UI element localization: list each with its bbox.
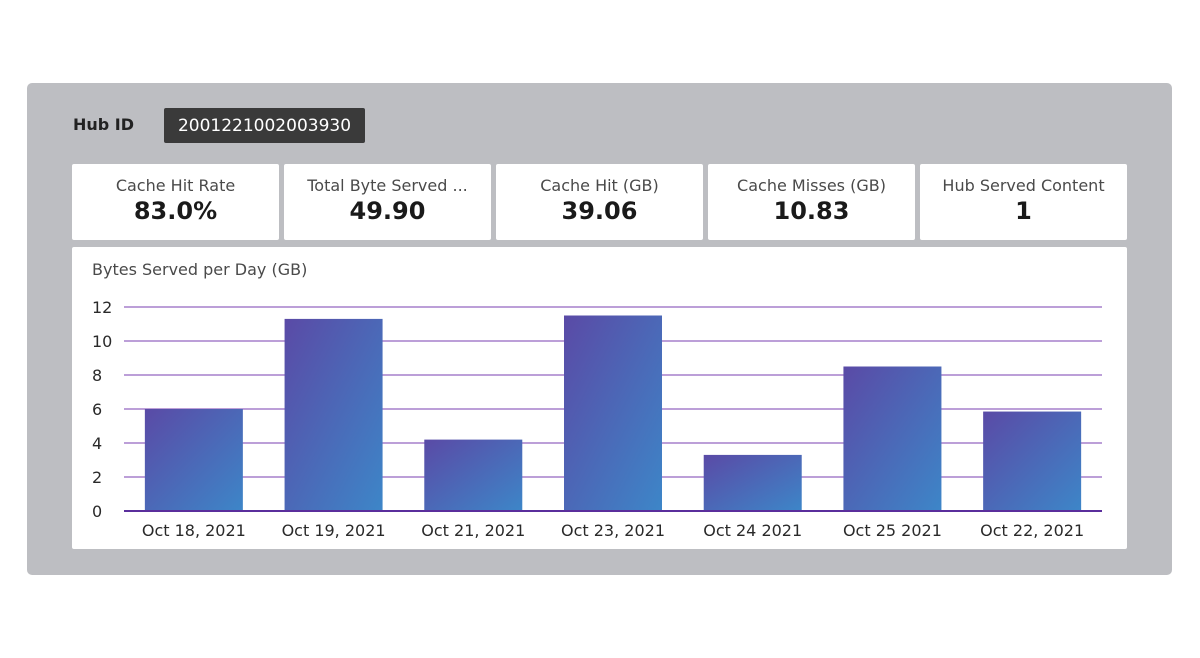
bar[interactable]	[284, 318, 383, 511]
kpi-label: Hub Served Content	[942, 176, 1105, 195]
bar[interactable]	[564, 315, 662, 512]
y-tick-label: 12	[92, 298, 112, 317]
hub-id-label: Hub ID	[73, 115, 135, 134]
kpi-cache-hit-rate: Cache Hit Rate 83.0%	[72, 164, 279, 240]
kpi-cache-misses: Cache Misses (GB) 10.83	[708, 164, 915, 240]
x-tick-label: Oct 24 2021	[703, 521, 802, 540]
y-tick-label: 2	[92, 468, 102, 487]
kpi-value: 49.90	[349, 197, 426, 225]
x-tick-label: Oct 19, 2021	[282, 521, 386, 540]
kpi-label: Cache Hit (GB)	[540, 176, 659, 195]
y-tick-label: 4	[92, 434, 102, 453]
x-tick-label: Oct 23, 2021	[561, 521, 665, 540]
x-tick-label: Oct 18, 2021	[142, 521, 246, 540]
y-tick-label: 10	[92, 332, 112, 351]
kpi-value: 1	[1015, 197, 1032, 225]
hub-panel: Hub ID 2001221002003930 Cache Hit Rate 8…	[27, 83, 1172, 575]
kpi-cache-hit: Cache Hit (GB) 39.06	[496, 164, 703, 240]
kpi-value: 10.83	[773, 197, 850, 225]
bar[interactable]	[703, 454, 802, 511]
bar[interactable]	[843, 366, 942, 512]
y-tick-label: 0	[92, 502, 102, 521]
y-tick-label: 6	[92, 400, 102, 419]
kpi-value: 83.0%	[133, 197, 218, 225]
kpi-total-byte-served: Total Byte Served ... 49.90	[284, 164, 491, 240]
x-tick-label: Oct 21, 2021	[421, 521, 525, 540]
hub-id-value: 2001221002003930	[164, 108, 365, 143]
x-tick-label: Oct 25 2021	[843, 521, 942, 540]
y-tick-label: 8	[92, 366, 102, 385]
kpi-label: Cache Misses (GB)	[737, 176, 886, 195]
bar[interactable]	[424, 439, 523, 511]
kpi-label: Cache Hit Rate	[115, 176, 236, 195]
kpi-hub-served-content: Hub Served Content 1	[920, 164, 1127, 240]
bytes-served-chart: Bytes Served per Day (GB) 0 2 4 6 8 10 12 Oct 1…	[72, 247, 1127, 549]
bar[interactable]	[144, 409, 243, 511]
x-tick-label: Oct 22, 2021	[980, 521, 1084, 540]
bar[interactable]	[983, 411, 1082, 511]
chart-title: Bytes Served per Day (GB)	[92, 260, 308, 279]
kpi-value: 39.06	[561, 197, 638, 225]
kpi-label: Total Byte Served ...	[307, 176, 468, 195]
chart-svg: 0 2 4 6 8 10 12 Oct 18, 2021 Oct 19, 2021 Oct 21,…	[92, 298, 1102, 540]
